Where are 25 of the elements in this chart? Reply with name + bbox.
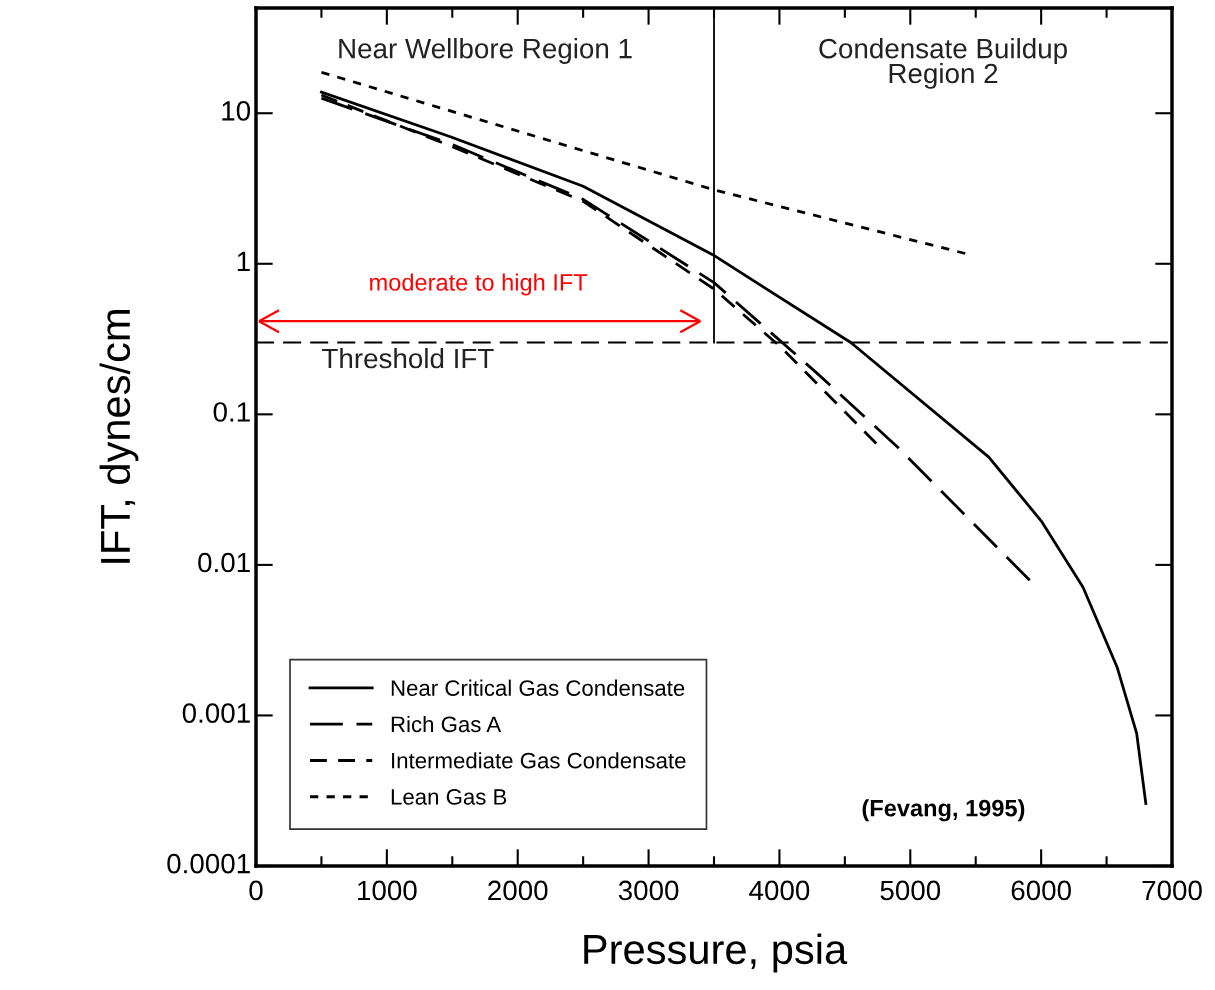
y-tick-label: 0.001: [182, 703, 250, 723]
y-tick-label: 10: [222, 101, 251, 121]
x-tick-label: 5000: [880, 880, 941, 901]
y-tick-label: 0.01: [198, 552, 250, 573]
y-tick-label: 0.1: [213, 402, 250, 422]
legend-label: Lean Gas B: [391, 789, 507, 805]
ref-line-label: Threshold IFT: [322, 347, 494, 369]
x-tick-label: 4000: [749, 880, 810, 901]
x-tick-label: 1000: [358, 880, 417, 901]
legend-label: Intermediate Gas Condensate: [392, 752, 686, 769]
legend-label: Rich Gas A: [391, 715, 502, 733]
annotation: (Fevang, 1995): [862, 799, 1025, 822]
y-axis-title: IFT, dynes/cm: [99, 310, 139, 563]
x-tick-label: 3000: [618, 880, 679, 901]
y-tick-label: 0.0001: [167, 853, 250, 874]
legend-label: Near Critical Gas Condensate: [391, 679, 685, 696]
x-tick-label: 0: [249, 880, 263, 901]
annotation: Condensate Buildup Region 2: [819, 38, 1067, 89]
y-tick-label: 1: [237, 251, 250, 271]
x-tick-label: 6000: [1011, 880, 1071, 901]
x-tick-label: 7000: [1142, 880, 1202, 901]
annotation: Near Wellbore Region 1: [339, 38, 632, 64]
x-axis-title: Pressure, psia: [584, 933, 848, 973]
annotation: moderate to high IFT: [370, 273, 588, 296]
x-tick-label: 2000: [488, 880, 548, 901]
